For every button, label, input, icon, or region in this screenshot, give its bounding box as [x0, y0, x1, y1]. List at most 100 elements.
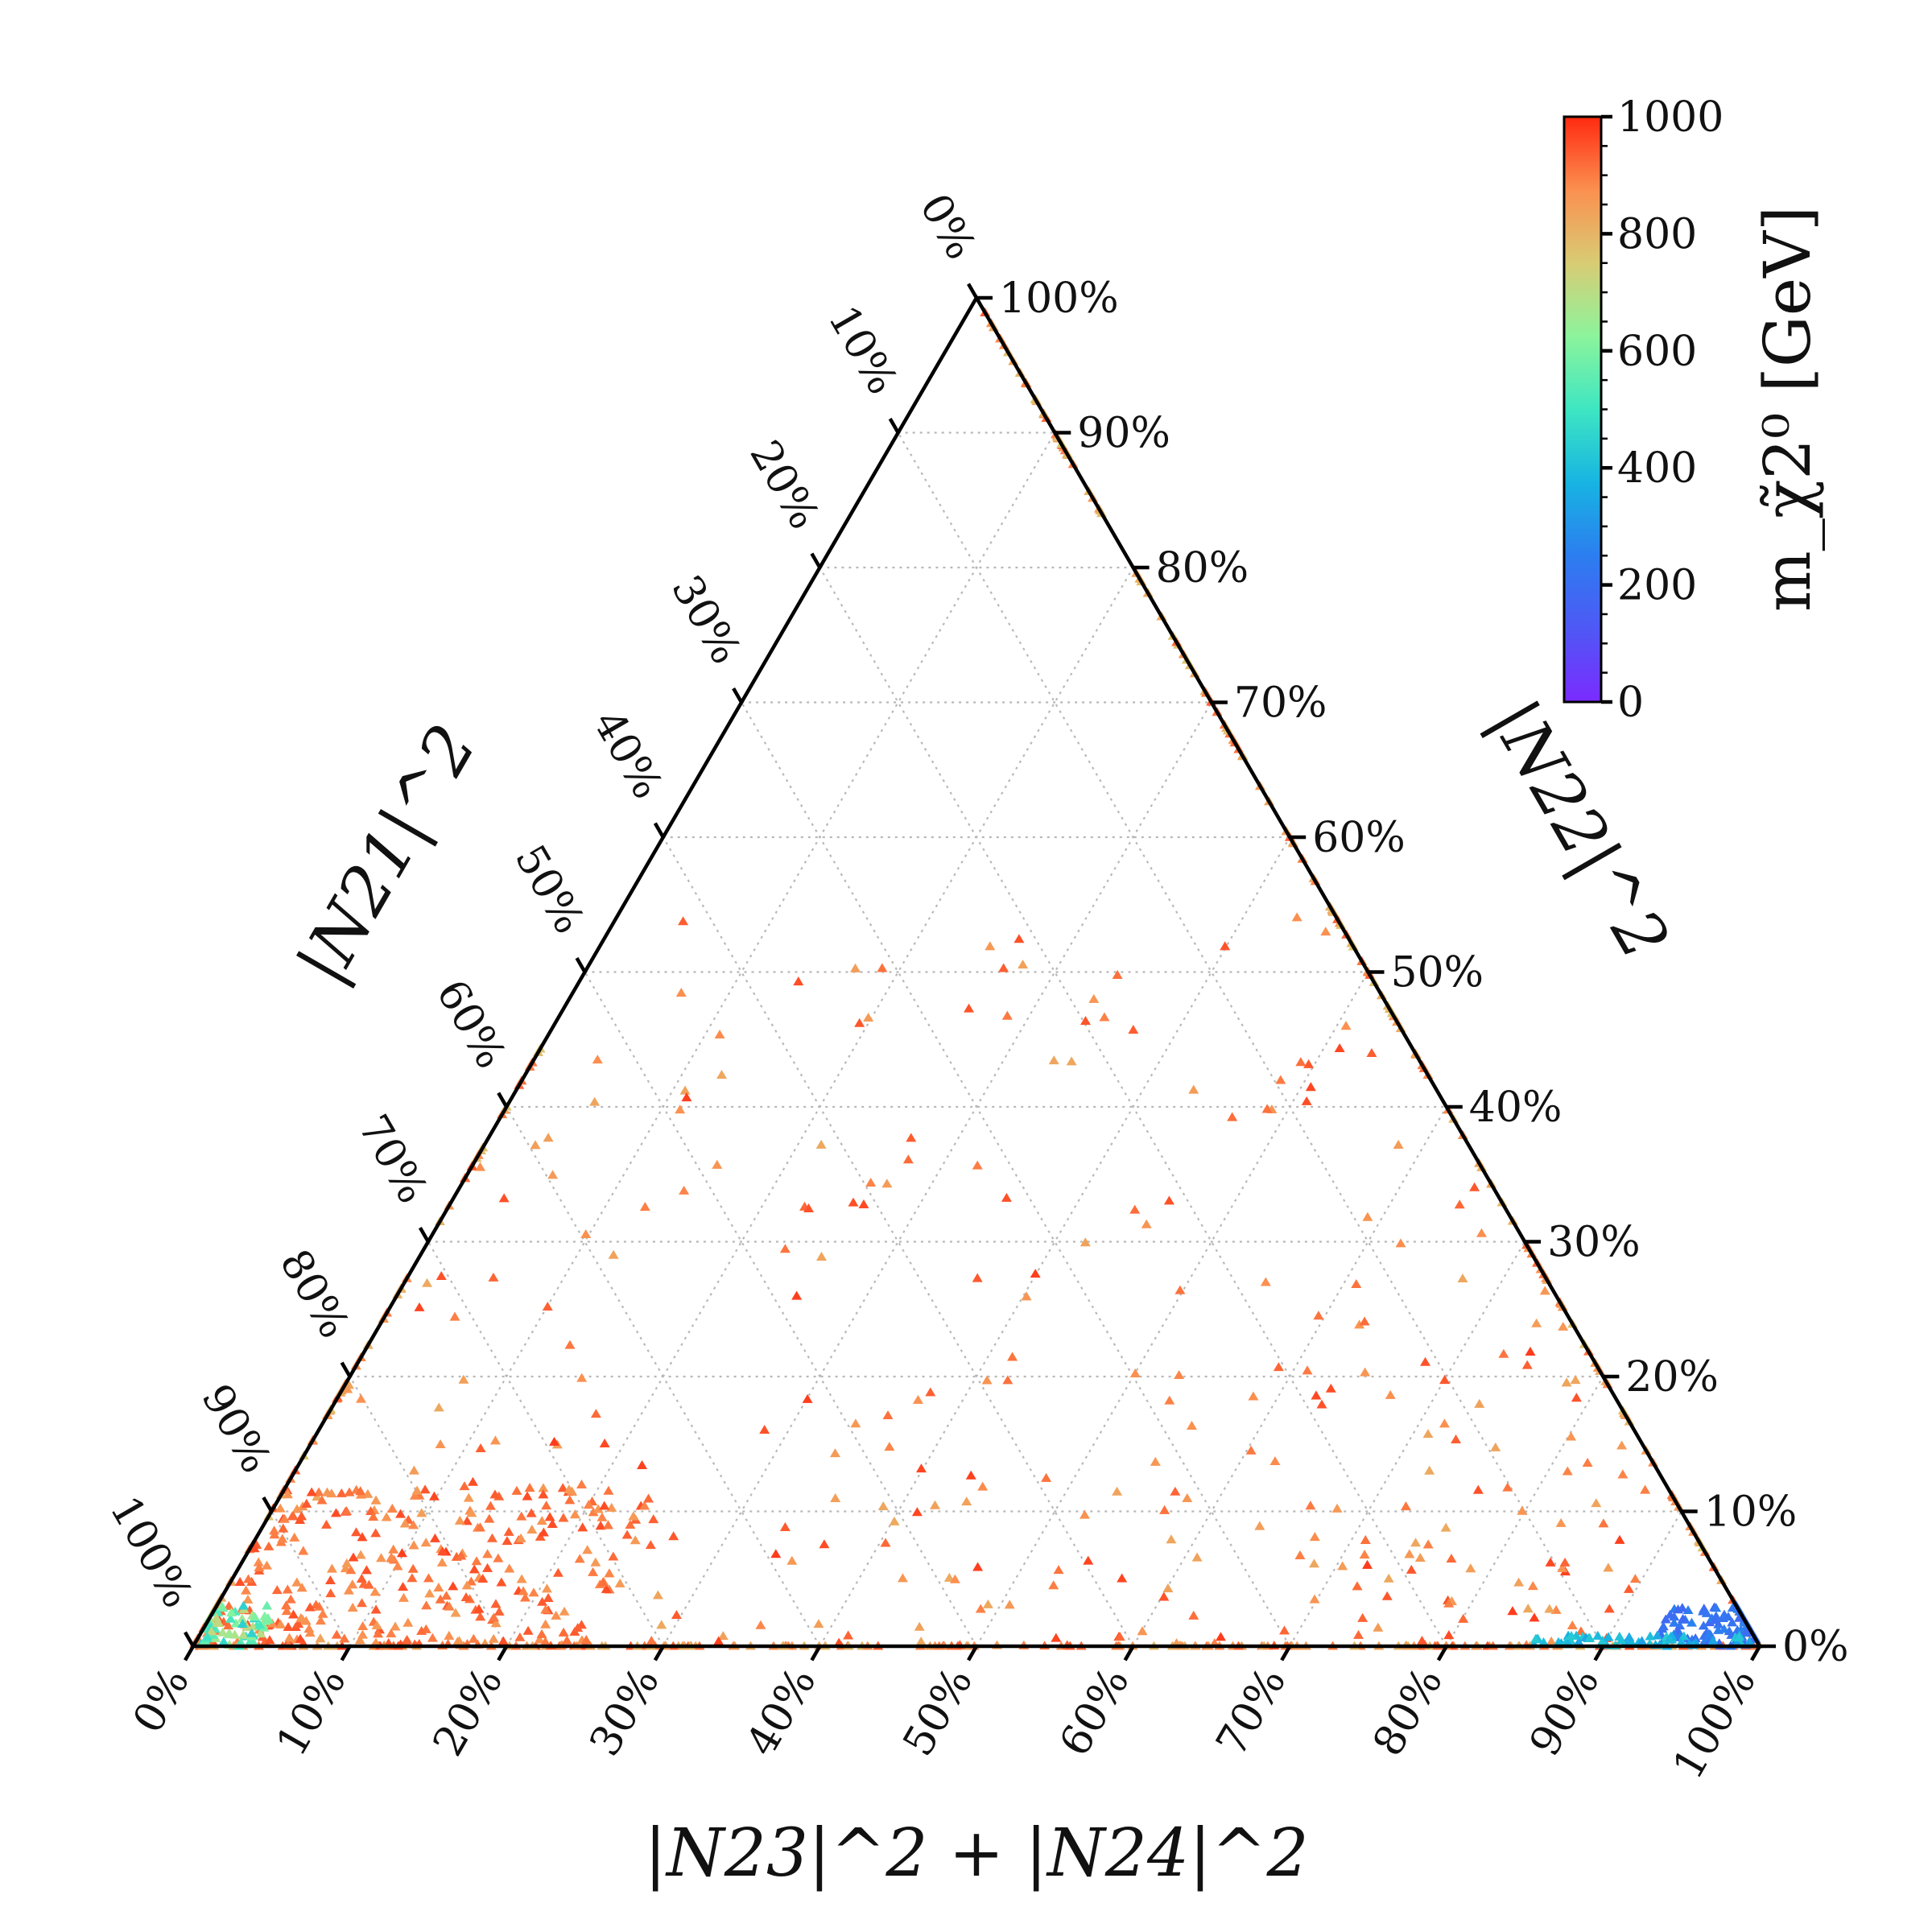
- scatter-point: [543, 1592, 554, 1602]
- scatter-point: [1018, 960, 1029, 969]
- scatter-point: [253, 1557, 264, 1567]
- scatter-point: [1305, 1082, 1316, 1092]
- scatter-point: [537, 1596, 548, 1606]
- grid-line-down-7: [741, 701, 1291, 1647]
- bottom-tick-4: [810, 1645, 822, 1662]
- scatter-point: [341, 1558, 353, 1567]
- scatter-point: [386, 1552, 397, 1562]
- scatter-point: [1362, 1212, 1373, 1221]
- scatter-point: [278, 1523, 289, 1533]
- scatter-point: [854, 1018, 865, 1027]
- scatter-point: [1353, 1629, 1364, 1639]
- left-tick-4: [653, 822, 665, 839]
- scatter-point: [388, 1544, 399, 1554]
- scatter-point: [293, 1619, 304, 1629]
- scatter-point: [981, 1375, 993, 1385]
- scatter-point: [392, 1561, 403, 1571]
- scatter-point: [1099, 1012, 1110, 1022]
- grid-line-down-9: [897, 431, 1604, 1647]
- scatter-point: [456, 1550, 467, 1560]
- scatter-point: [475, 1162, 486, 1171]
- scatter-point: [461, 1516, 473, 1525]
- scatter-point: [1527, 1581, 1538, 1591]
- right-tick-label-8: 80%: [1156, 544, 1249, 592]
- scatter-point: [1555, 1517, 1567, 1527]
- scatter-point: [603, 1485, 614, 1495]
- scatter-point: [882, 1410, 894, 1420]
- scatter-point: [1013, 934, 1025, 943]
- scatter-point: [1164, 1395, 1175, 1405]
- scatter-point: [1703, 1629, 1715, 1638]
- scatter-point: [287, 1511, 299, 1521]
- scatter-point: [254, 1562, 265, 1572]
- scatter-point: [411, 1485, 423, 1495]
- scatter-point: [1616, 1440, 1628, 1450]
- right-tick-label-4: 40%: [1469, 1084, 1563, 1132]
- scatter-point: [247, 1635, 258, 1645]
- scatter-point: [261, 1560, 272, 1570]
- scatter-point: [675, 988, 687, 997]
- scatter-point: [1502, 1482, 1513, 1492]
- scatter-point: [621, 1530, 633, 1539]
- scatter-point: [972, 1160, 983, 1170]
- scatter-point: [488, 1633, 499, 1643]
- scatter-point: [1522, 1604, 1534, 1613]
- scatter-point: [317, 1608, 328, 1618]
- right-tick-label-5: 50%: [1391, 949, 1484, 997]
- scatter-point: [386, 1503, 398, 1513]
- scatter-point: [576, 1479, 588, 1488]
- scatter-point: [1404, 1549, 1415, 1558]
- scatter-point: [238, 1600, 250, 1610]
- scatter-point: [881, 1179, 893, 1188]
- scatter-point: [713, 1636, 724, 1645]
- scatter-point: [802, 1393, 813, 1403]
- scatter-point: [604, 1568, 615, 1578]
- scatter-point: [474, 1522, 485, 1532]
- left-tick-label-5: 50%: [505, 837, 593, 942]
- scatter-point: [237, 1618, 248, 1628]
- scatter-point: [1529, 1612, 1540, 1622]
- scatter-point: [1311, 1390, 1322, 1400]
- scatter-point: [486, 1533, 497, 1542]
- colorbar-tick-label-3: 600: [1617, 328, 1697, 376]
- scatter-point: [398, 1592, 409, 1602]
- scatter-point: [551, 1610, 562, 1620]
- scatter-point: [326, 1563, 337, 1573]
- scatter-point: [336, 1488, 347, 1497]
- scatter-point: [897, 1573, 908, 1583]
- scatter-point: [1476, 1228, 1487, 1237]
- scatter-point: [577, 1522, 588, 1532]
- scatter-point: [1637, 1636, 1648, 1645]
- scatter-point: [540, 1619, 551, 1629]
- scatter-point: [1566, 1630, 1577, 1640]
- scatter-point: [422, 1278, 433, 1287]
- scatter-point: [526, 1524, 538, 1534]
- scatter-point: [588, 1507, 599, 1517]
- scatter-point: [1744, 1637, 1755, 1646]
- scatter-point: [493, 1606, 505, 1616]
- scatter-point: [1066, 1056, 1077, 1066]
- scatter-point: [354, 1635, 365, 1645]
- right-tick-label-3: 30%: [1547, 1219, 1641, 1267]
- scatter-point: [264, 1635, 275, 1645]
- scatter-point: [590, 1409, 601, 1418]
- scatter-point: [304, 1602, 316, 1612]
- scatter-point: [1439, 1418, 1450, 1428]
- scatter-point: [547, 1170, 559, 1179]
- scatter-point: [345, 1565, 357, 1575]
- scatter-point: [1629, 1574, 1641, 1583]
- scatter-point: [558, 1627, 569, 1637]
- scatter-point: [1021, 1291, 1032, 1301]
- scatter-point: [482, 1563, 493, 1572]
- scatter-point: [395, 1509, 407, 1518]
- right-tick-label-10: 100%: [999, 275, 1119, 323]
- scatter-point: [254, 1620, 266, 1629]
- left-tick-3: [732, 687, 744, 704]
- bottom-tick-6: [1123, 1645, 1135, 1662]
- bottom-tick-label-9: 90%: [1521, 1660, 1609, 1765]
- scatter-point: [295, 1612, 307, 1622]
- scatter-point: [858, 1199, 869, 1208]
- scatter-point: [830, 1492, 841, 1502]
- scatter-point: [678, 916, 689, 926]
- scatter-point: [1669, 1617, 1680, 1627]
